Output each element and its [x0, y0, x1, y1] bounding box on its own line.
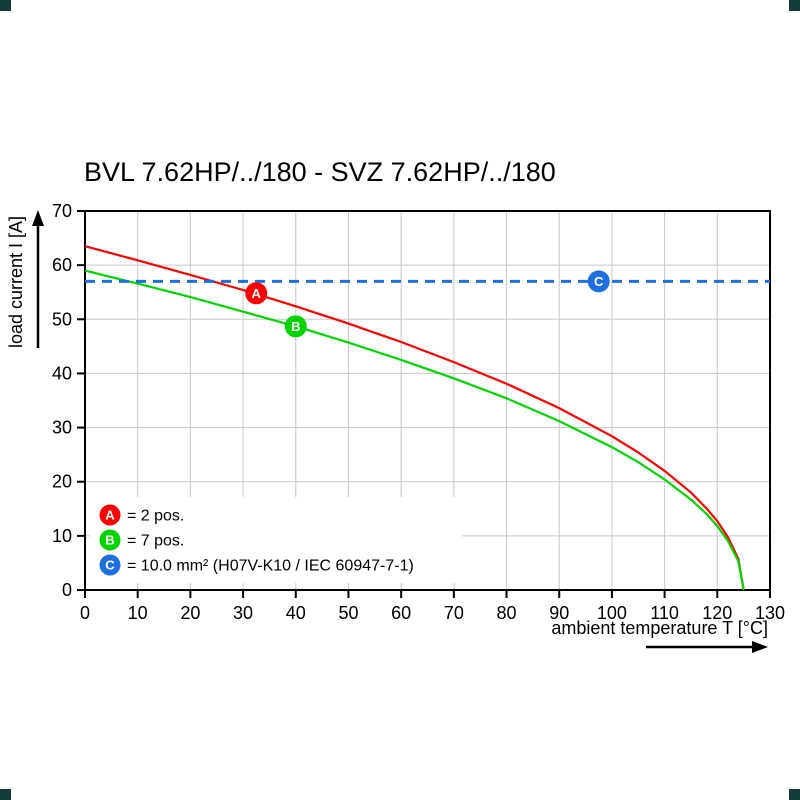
- legend-marker-letter: C: [105, 558, 115, 573]
- legend-marker-letter: A: [105, 508, 115, 523]
- legend-label-A: = 2 pos.: [127, 508, 184, 525]
- x-tick-label: 110: [650, 603, 679, 623]
- legend-marker-letter: B: [105, 533, 114, 548]
- legend-marker-A: [99, 504, 121, 526]
- plot-border: [84, 210, 771, 591]
- x-axis-label: ambient temperature T [°C]: [551, 618, 768, 638]
- y-tick-label: 40: [52, 363, 72, 383]
- curve-A: [84, 245, 745, 591]
- x-tick-label: 30: [233, 603, 253, 623]
- legend-marker-B: [99, 529, 121, 551]
- legend-label-C: = 10.0 mm² (H07V-K10 / IEC 60947-7-1): [127, 558, 414, 575]
- x-tick-label: 50: [338, 603, 358, 623]
- marker-B: [284, 315, 307, 338]
- marker-A: [245, 282, 268, 305]
- x-tick-label: 0: [80, 603, 90, 623]
- x-tick-label: 130: [755, 603, 785, 623]
- curves: [84, 245, 770, 591]
- x-axis-arrow-head: [752, 641, 768, 653]
- y-tick-label: 50: [52, 309, 72, 329]
- marker-C: [587, 270, 610, 293]
- legend-background: [90, 497, 462, 583]
- x-tick-label: 10: [128, 603, 148, 623]
- x-tick-label: 80: [497, 603, 517, 623]
- crop-mark-bottom-left: [0, 789, 11, 800]
- marker-letter-B: B: [291, 319, 300, 334]
- y-tick-label: 30: [52, 418, 72, 438]
- legend: A = 2 pos. B = 7 pos. C = 10.0 mm² (H07V-K10 …: [90, 497, 462, 583]
- y-tick-label: 10: [52, 526, 72, 546]
- y-tick-label: 0: [62, 580, 72, 600]
- crop-mark-top-left: [0, 0, 11, 11]
- plot-frame: [84, 210, 771, 591]
- legend-label-B: = 7 pos.: [127, 533, 184, 550]
- x-tick-label: 100: [597, 603, 627, 623]
- axis-arrows: [32, 210, 768, 653]
- marker-letter-C: C: [594, 274, 604, 289]
- y-axis-arrow-head: [32, 210, 44, 226]
- x-tick-label: 90: [549, 603, 569, 623]
- crop-mark-top-right: [789, 0, 800, 11]
- x-tick-label: 40: [286, 603, 306, 623]
- chart-title: BVL 7.62HP/../180 - SVZ 7.62HP/../180: [84, 157, 556, 187]
- y-axis-label: load current I [A]: [6, 216, 26, 348]
- y-tick-label: 60: [52, 255, 72, 275]
- y-tick-label: 70: [52, 201, 72, 221]
- x-tick-label: 20: [180, 603, 200, 623]
- legend-marker-C: [99, 554, 121, 576]
- x-tick-label: 70: [444, 603, 464, 623]
- axis-ticks: 0 10 20 30 40 50 60 70 80 90 100 110 120 130 0 10 20 30 40…: [52, 201, 785, 623]
- crop-mark-bottom-right: [789, 789, 800, 800]
- curve-markers: A B C: [245, 270, 610, 338]
- curve-B: [84, 269, 745, 591]
- x-tick-label: 120: [702, 603, 732, 623]
- marker-letter-A: A: [252, 286, 262, 301]
- x-tick-label: 60: [391, 603, 411, 623]
- y-tick-label: 20: [52, 472, 72, 492]
